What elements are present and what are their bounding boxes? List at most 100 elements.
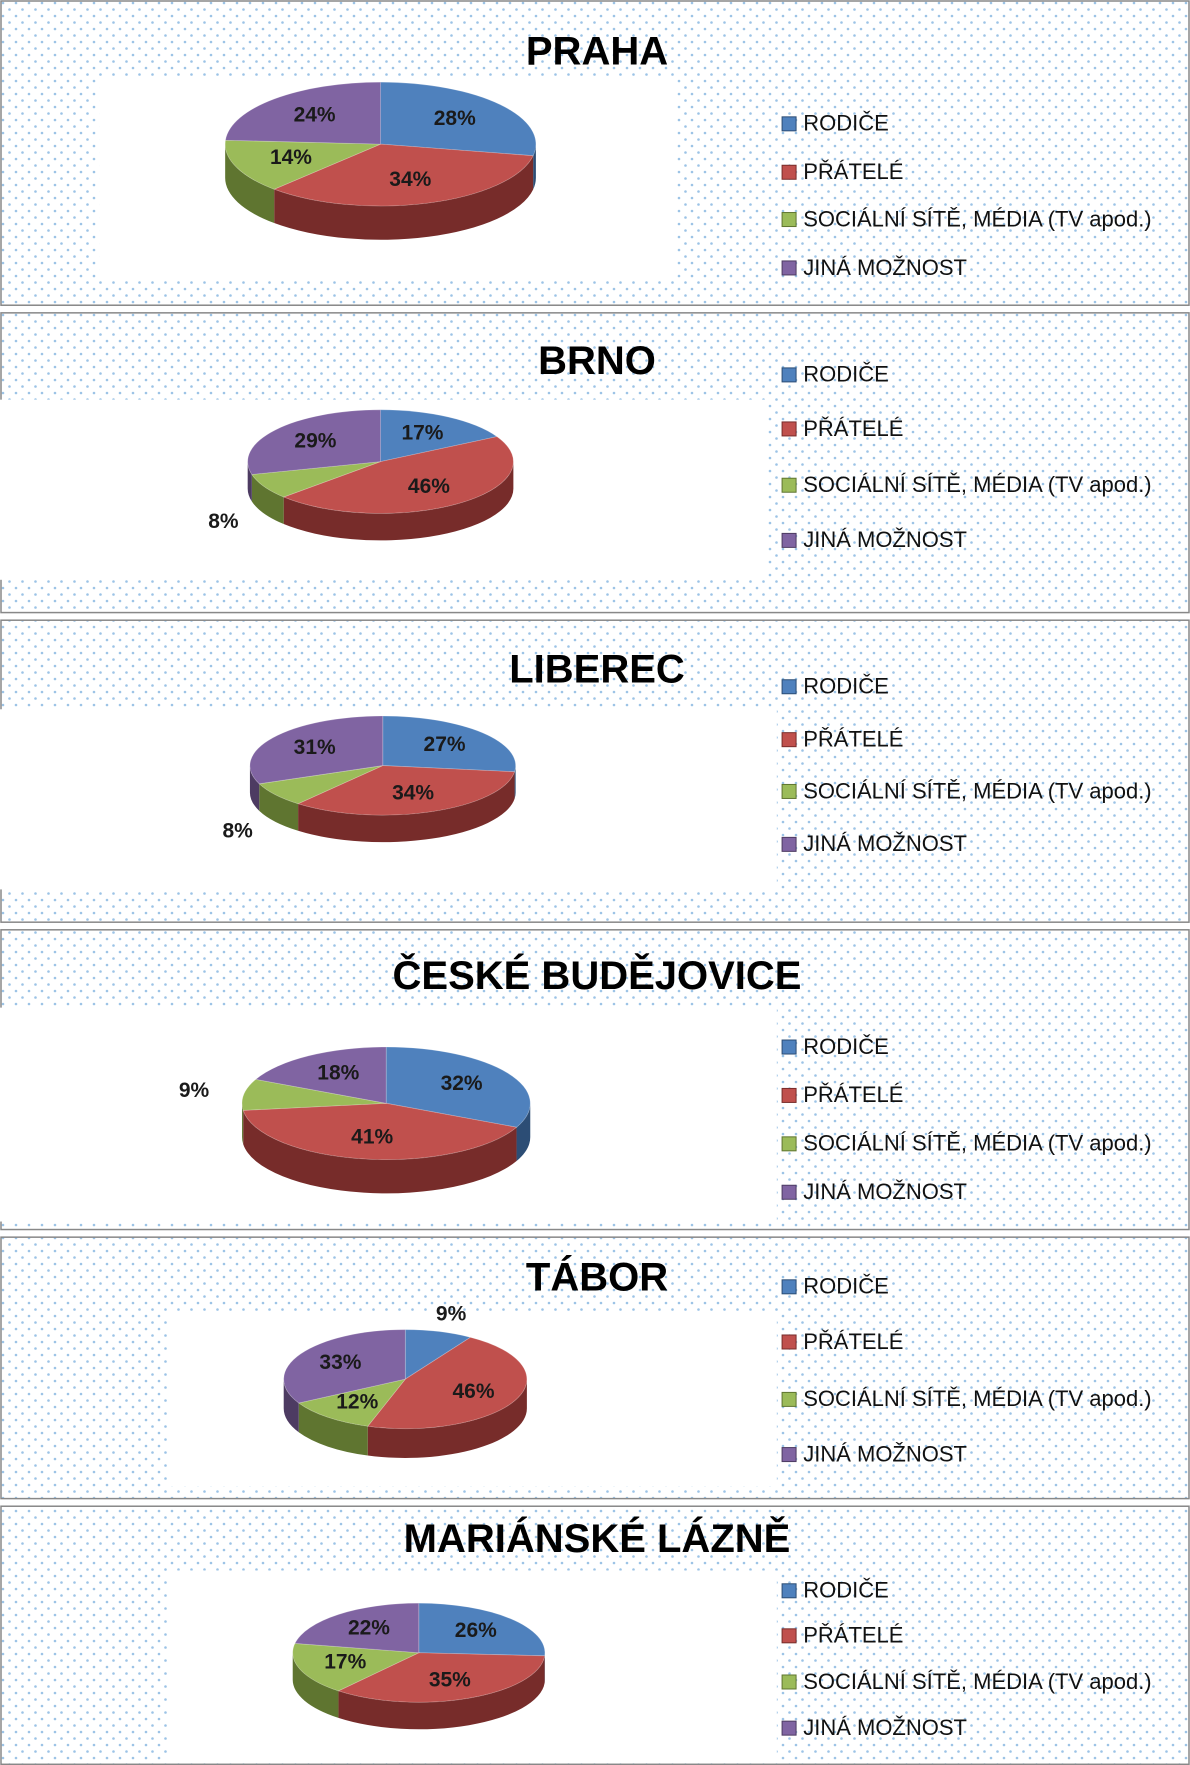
pie-panel: TÁBOR 9% 46% 12% 33% RODIČE PŘÁTELÉ SOCIÁLNÍ SÍ…: [0, 1236, 1190, 1500]
data-label: 46%: [408, 475, 450, 498]
legend-label: SOCIÁLNÍ SÍTĚ, MÉDIA (TV apod.): [803, 206, 1151, 231]
legend-label: RODIČE: [803, 674, 889, 699]
pie-slice: [418, 1602, 546, 1657]
legend-swatch: [781, 1674, 797, 1690]
data-label: 41%: [351, 1125, 393, 1148]
pie-slice: [242, 1102, 518, 1160]
data-label: 34%: [392, 782, 434, 805]
slice-side: [251, 474, 284, 525]
legend-swatch: [781, 783, 797, 799]
legend-swatch: [781, 836, 797, 852]
chart-title: MARIÁNSKÉ LÁZNĚ: [404, 1515, 791, 1561]
slice-side: [259, 783, 299, 831]
pie-slice: [249, 715, 384, 785]
legend-label: RODIČE: [803, 111, 889, 136]
chart-title: TÁBOR: [526, 1255, 668, 1300]
legend-label: SOCIÁLNÍ SÍTĚ, MÉDIA (TV apod.): [803, 1669, 1151, 1694]
legend-swatch: [781, 421, 797, 437]
legend-swatch: [781, 212, 797, 228]
chart-title: BRNO: [538, 339, 656, 383]
data-label: 18%: [317, 1061, 359, 1084]
legend-label: PŘÁTELÉ: [803, 159, 903, 184]
chart-title: ČESKÉ BUDĚJOVICE: [393, 952, 802, 998]
slice-side: [225, 144, 275, 224]
legend-swatch: [781, 679, 797, 695]
pie-panel: PRAHA 28% 34% 14% 24% RODIČE PŘÁTELÉ SOCIÁLNÍ S…: [0, 0, 1190, 306]
legend-label: JINÁ MOŽNOST: [803, 527, 967, 552]
legend-label: SOCIÁLNÍ SÍTĚ, MÉDIA (TV apod.): [803, 472, 1151, 497]
slice-side: [283, 1379, 299, 1433]
pie-slice: [404, 1329, 472, 1380]
pie-slice: [254, 1046, 387, 1104]
data-label: 28%: [434, 107, 476, 130]
slice-side: [516, 1103, 531, 1162]
legend-swatch: [781, 1087, 797, 1103]
slice-side: [274, 155, 534, 240]
pie-slice: [225, 81, 381, 145]
legend-swatch: [781, 1334, 797, 1350]
chart-title: PRAHA: [526, 30, 668, 74]
legend-swatch: [781, 732, 797, 748]
pie-slice: [294, 1602, 420, 1654]
data-label: 33%: [319, 1351, 361, 1374]
slice-side: [338, 1655, 545, 1730]
pie-slice: [283, 1329, 406, 1404]
pie-slice: [337, 1652, 546, 1703]
pie-slice: [380, 81, 537, 157]
legend-label: RODIČE: [803, 362, 889, 387]
legend-label: PŘÁTELÉ: [803, 416, 903, 441]
legend-swatch: [781, 116, 797, 132]
data-label: 32%: [441, 1072, 483, 1095]
legend-label: JINÁ MOŽNOST: [803, 1179, 967, 1204]
data-label: 29%: [294, 429, 336, 452]
pie-slice: [247, 409, 381, 475]
pie-slice: [380, 409, 498, 463]
legend-swatch: [781, 1039, 797, 1055]
pie-slice: [385, 1046, 531, 1128]
legend-label: SOCIÁLNÍ SÍTĚ, MÉDIA (TV apod.): [803, 1386, 1151, 1411]
legend-label: PŘÁTELÉ: [803, 1329, 903, 1354]
legend-label: RODIČE: [803, 1034, 889, 1059]
slice-side: [247, 461, 252, 502]
pie-panel: ČESKÉ BUDĚJOVICE 32% 41% 9% 18% RODIČE PŘÁTELÉ…: [0, 929, 1190, 1231]
slice-side: [367, 1379, 527, 1458]
data-label: 22%: [348, 1617, 390, 1640]
legend-swatch: [781, 1136, 797, 1152]
legend-swatch: [781, 1447, 797, 1463]
data-label: 34%: [389, 168, 431, 191]
legend-swatch: [781, 367, 797, 383]
pie-slice: [224, 139, 381, 190]
pie-slice: [297, 1378, 407, 1427]
pie-slice: [366, 1336, 528, 1430]
data-label: 27%: [424, 733, 466, 756]
legend-swatch: [781, 477, 797, 493]
pie-panel: BRNO 17% 46% 8% 29% RODIČE PŘÁTELÉ SOCIÁLNÍ SÍT…: [0, 312, 1190, 614]
chart-title: LIBEREC: [509, 648, 685, 692]
legend-label: JINÁ MOŽNOST: [803, 1441, 967, 1466]
data-label: 12%: [336, 1390, 378, 1413]
legend-label: PŘÁTELÉ: [803, 1623, 903, 1648]
pie-slice: [382, 715, 517, 773]
legend-label: PŘÁTELÉ: [803, 1082, 903, 1107]
data-label: 24%: [294, 104, 336, 127]
legend-swatch: [781, 1628, 797, 1644]
legend-label: PŘÁTELÉ: [803, 726, 903, 751]
pie-slice: [296, 765, 516, 816]
data-label: 9%: [179, 1079, 210, 1102]
data-label: 17%: [324, 1651, 366, 1674]
pie-panel: MARIÁNSKÉ LÁZNĚ 26% 35% 17% 22% RODIČE PŘÁTELÉ…: [0, 1505, 1190, 1765]
slice-side: [533, 144, 536, 190]
slice-side: [243, 1110, 517, 1194]
data-label: 8%: [208, 510, 239, 533]
legend-label: JINÁ MOŽNOST: [803, 1715, 967, 1740]
legend-label: JINÁ MOŽNOST: [803, 831, 967, 856]
data-label: 17%: [401, 421, 443, 444]
legend-swatch: [781, 260, 797, 276]
legend-label: RODIČE: [803, 1578, 889, 1603]
pie-slice: [273, 143, 534, 207]
slice-side: [292, 1652, 339, 1718]
legend-swatch: [781, 1583, 797, 1599]
data-label: 9%: [436, 1302, 467, 1325]
pie-slice: [251, 461, 381, 498]
